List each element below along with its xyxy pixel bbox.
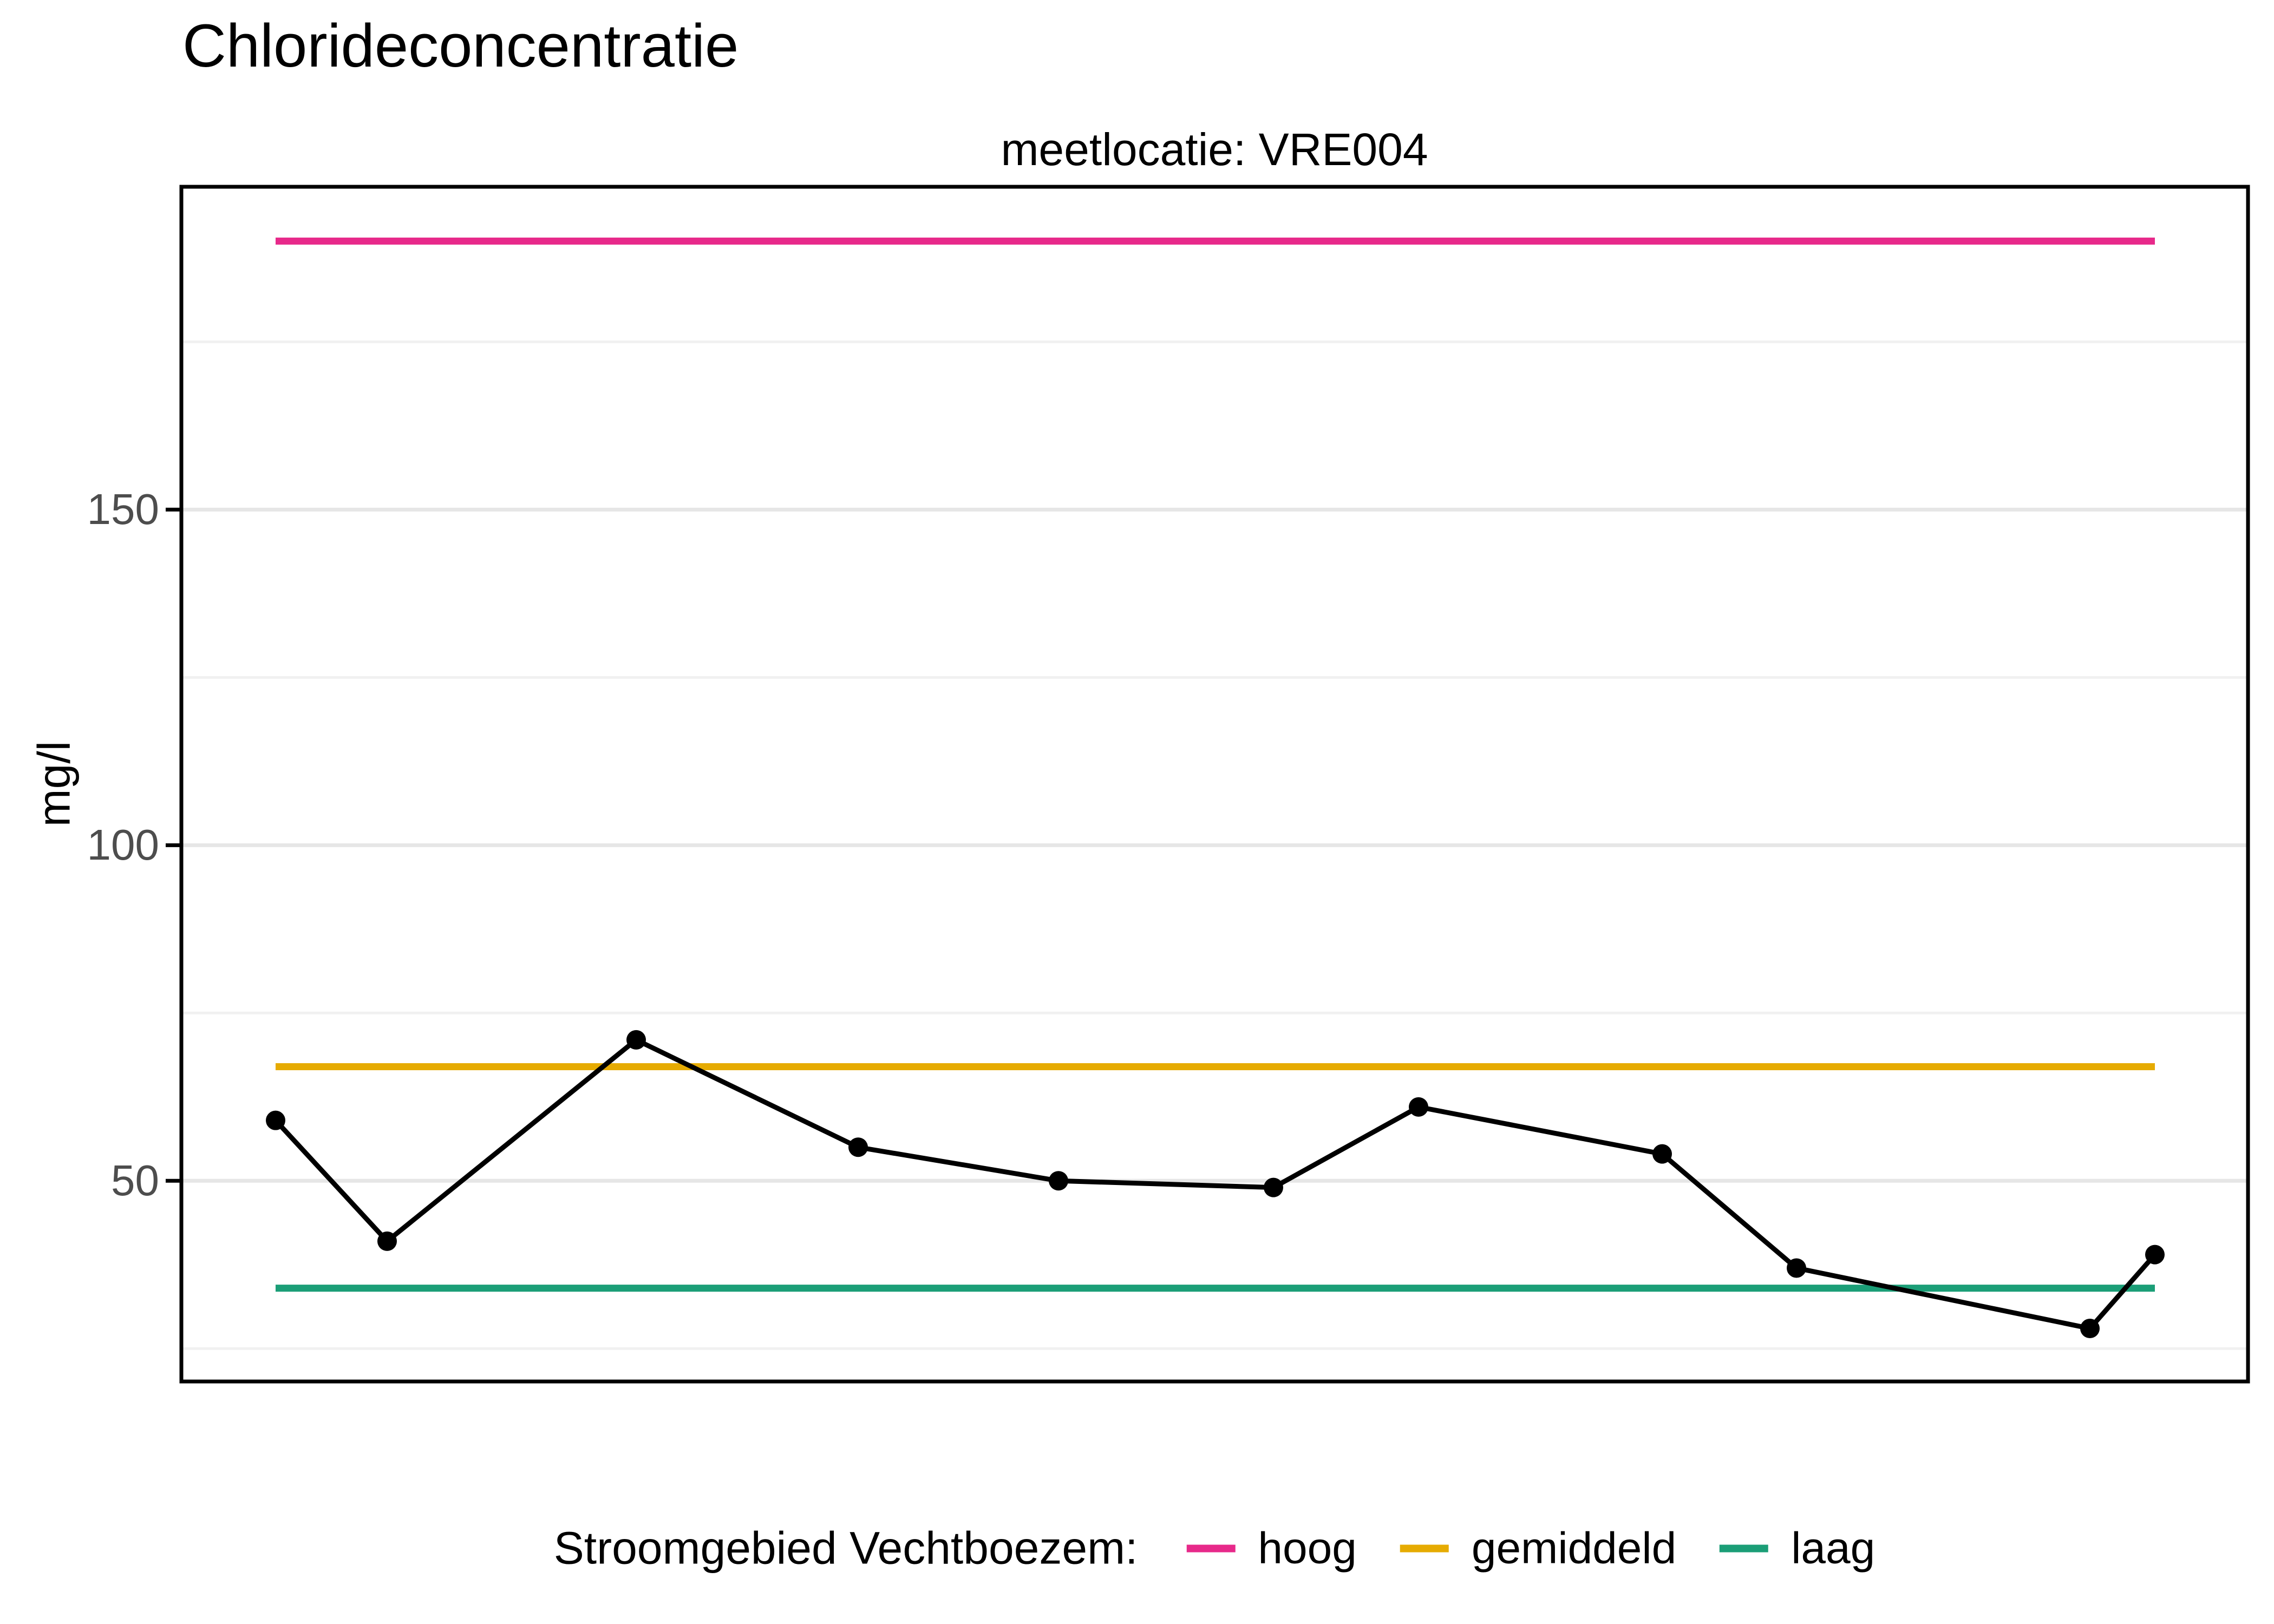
legend-label-gemiddeld: gemiddeld [1471,1523,1677,1573]
data-point [1652,1144,1672,1164]
legend: Stroomgebied Vechtboezem: hoog gemiddeld l… [554,1522,1876,1575]
legend-key-laag-icon [1720,1544,1769,1552]
chart-title: Chlorideconcentratie [182,12,739,80]
data-point [1049,1171,1068,1191]
y-tick-label-150: 150 [87,485,159,534]
legend-item-laag: laag [1720,1523,1875,1574]
data-point [1264,1177,1283,1197]
panel-border [179,185,2250,1384]
legend-title: Stroomgebied Vechtboezem: [553,1522,1138,1574]
legend-label-hoog: hoog [1258,1523,1357,1573]
data-point [377,1231,397,1251]
legend-item-hoog: hoog [1186,1523,1357,1574]
legend-items: hoog gemiddeld laag [1186,1523,1875,1574]
legend-key-hoog-icon [1186,1544,1236,1552]
data-point [626,1030,646,1050]
data-point [1787,1258,1806,1278]
facet-strip-label: meetlocatie: VRE004 [1001,124,1428,175]
data-point [266,1110,285,1130]
data-point [1409,1097,1428,1117]
y-tick-label-100: 100 [87,821,159,869]
data-point [2145,1245,2165,1265]
data-point [848,1137,868,1157]
y-tick-label-50: 50 [111,1156,159,1205]
legend-label-laag: laag [1791,1523,1876,1573]
legend-key-gemiddeld-icon [1400,1544,1449,1552]
data-point [2080,1319,2100,1339]
legend-item-gemiddeld: gemiddeld [1400,1523,1676,1574]
